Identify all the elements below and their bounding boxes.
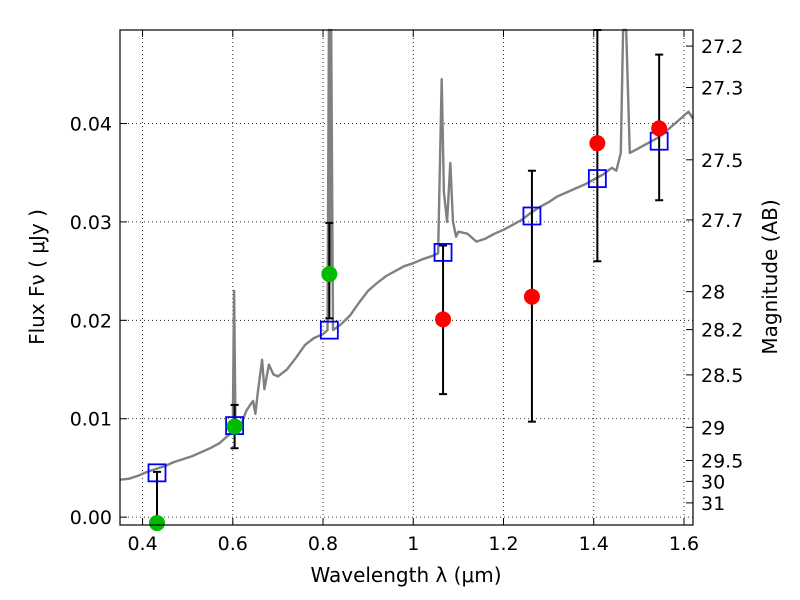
- model-square-marker: [587, 169, 607, 188]
- model-square-layer: [147, 131, 669, 483]
- y2-tick-label: 30: [701, 471, 725, 493]
- y-tick-label: 0.00: [70, 507, 112, 529]
- y2-tick-label: 28.5: [701, 365, 743, 387]
- y2-tick-label: 27.5: [701, 150, 743, 172]
- green-data-point: [148, 515, 165, 532]
- red-data-point: [435, 311, 452, 328]
- red-data-point: [523, 288, 540, 305]
- y2-tick-label: 28.2: [701, 320, 743, 342]
- x-tick-label: 0.6: [218, 533, 248, 555]
- x-tick-label: 1.4: [579, 533, 609, 555]
- model-square-marker: [522, 206, 542, 226]
- y2-tick-label: 27.7: [701, 210, 743, 232]
- x-axis-title: Wavelength λ (μm): [310, 563, 501, 587]
- y-tick-label: 0.04: [70, 113, 112, 135]
- x-tick-label: 0.4: [127, 533, 157, 555]
- model-square-marker: [147, 463, 167, 483]
- model-square-marker: [319, 320, 339, 340]
- red-data-point: [589, 135, 606, 152]
- y2-tick-label: 31: [701, 493, 725, 515]
- photometry-point-layer: [148, 120, 668, 532]
- y-tick-label: 0.01: [70, 409, 112, 431]
- y-tick-label: 0.03: [70, 212, 112, 234]
- plot-frame: [119, 29, 694, 526]
- y2-tick-label: 27.3: [701, 78, 743, 100]
- model-square-marker: [433, 243, 453, 262]
- y2-axis-title: Magnitude (AB): [758, 199, 782, 354]
- y2-tick-label: 28: [701, 282, 725, 304]
- green-data-point: [321, 266, 338, 283]
- spectrum-line: [119, 28, 695, 481]
- x-tick-label: 1: [407, 533, 419, 555]
- y-tick-label: 0.02: [70, 310, 112, 332]
- x-tick-label: 0.8: [308, 533, 338, 555]
- x-tick-label: 1.6: [669, 533, 699, 555]
- green-data-point: [226, 418, 243, 435]
- y2-tick-label: 29: [701, 417, 725, 439]
- red-data-point: [651, 120, 668, 137]
- y2-tick-label: 29.5: [701, 450, 743, 472]
- grid-lines: [120, 30, 693, 525]
- y-axis-title: Flux Fν ( μJy ): [25, 209, 49, 345]
- x-tick-label: 1.2: [488, 533, 518, 555]
- spectrum-layer: [119, 28, 695, 481]
- y2-tick-label: 27.2: [701, 36, 743, 58]
- tick-layer: 0.4 0.6 0.8 1 1.2 1.4 1.6 0.00 0.01 0.02 0.03 0.04 2…: [70, 30, 743, 555]
